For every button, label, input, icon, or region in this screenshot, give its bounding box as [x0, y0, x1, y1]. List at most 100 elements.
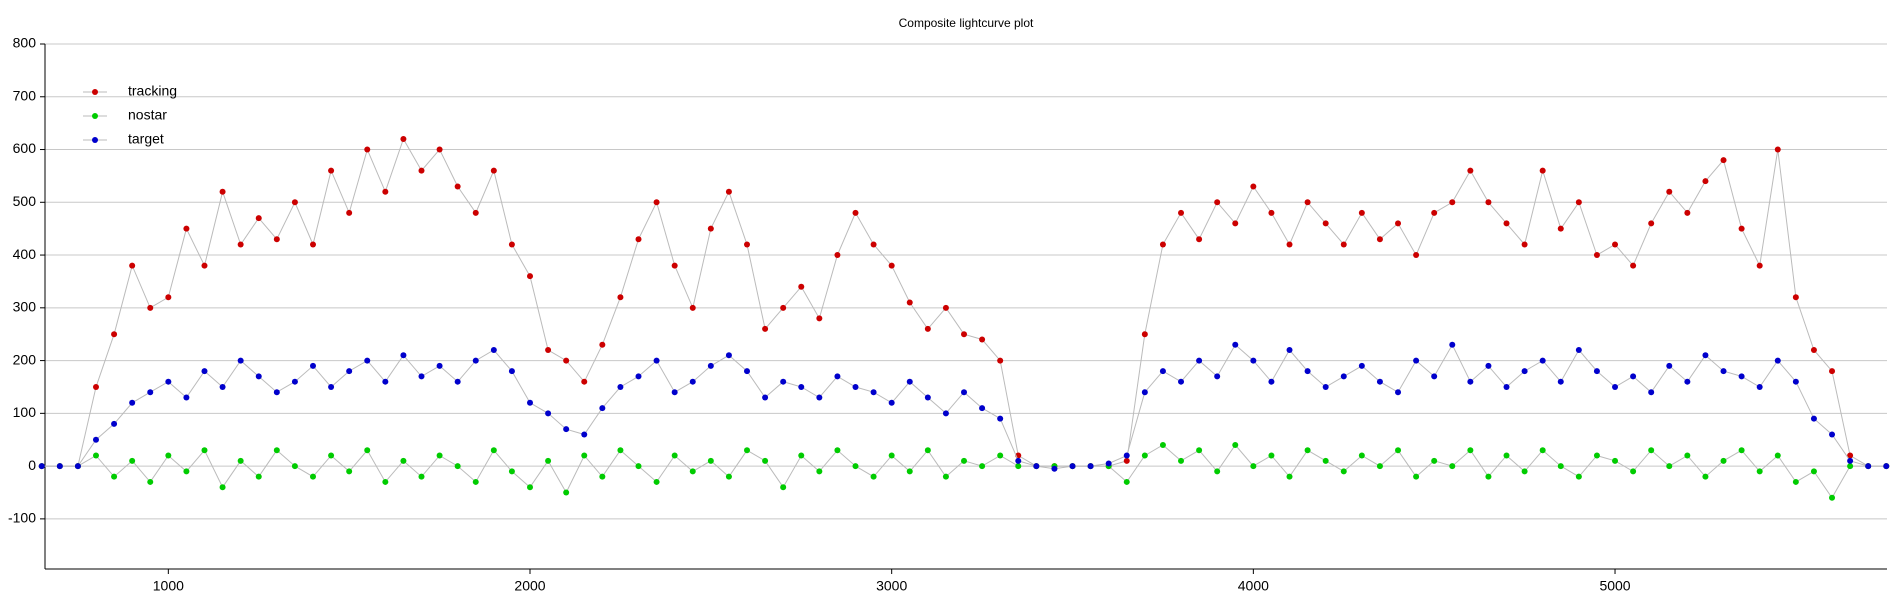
- point: [129, 262, 136, 269]
- point: [762, 325, 769, 332]
- point: [852, 209, 859, 216]
- legend-label: tracking: [128, 83, 177, 99]
- point: [870, 241, 877, 248]
- point: [563, 357, 570, 364]
- point: [798, 283, 805, 290]
- point: [1304, 447, 1311, 454]
- point: [1666, 362, 1673, 369]
- point: [1286, 241, 1293, 248]
- point: [1268, 209, 1275, 216]
- point: [1322, 220, 1329, 227]
- point: [816, 394, 823, 401]
- legend-marker: [92, 137, 98, 143]
- point: [147, 389, 154, 396]
- point: [780, 378, 787, 385]
- x-tick-label: 4000: [1238, 578, 1269, 594]
- point: [111, 420, 118, 427]
- point: [1702, 473, 1709, 480]
- y-tick-label: 500: [13, 193, 37, 209]
- point: [490, 447, 497, 454]
- point: [201, 262, 208, 269]
- point: [1774, 357, 1781, 364]
- point: [1449, 463, 1456, 470]
- point: [725, 188, 732, 195]
- point: [1395, 220, 1402, 227]
- point: [1449, 341, 1456, 348]
- point: [1539, 357, 1546, 364]
- point: [1105, 460, 1112, 467]
- point: [1756, 383, 1763, 390]
- point: [1123, 478, 1130, 485]
- point: [1593, 452, 1600, 459]
- point: [599, 405, 606, 412]
- point: [1648, 220, 1655, 227]
- point: [942, 304, 949, 311]
- point: [454, 463, 461, 470]
- point: [1702, 178, 1709, 185]
- point: [418, 373, 425, 380]
- point: [635, 373, 642, 380]
- point: [961, 331, 968, 338]
- point: [129, 457, 136, 464]
- point: [1847, 457, 1854, 464]
- point: [1467, 378, 1474, 385]
- point: [1340, 468, 1347, 475]
- point: [1250, 357, 1257, 364]
- point: [834, 447, 841, 454]
- y-tick-label: -100: [8, 510, 36, 526]
- point: [1431, 373, 1438, 380]
- point: [201, 368, 208, 375]
- point: [1268, 378, 1275, 385]
- point: [1196, 447, 1203, 454]
- point: [924, 325, 931, 332]
- point: [1630, 468, 1637, 475]
- point: [1250, 463, 1257, 470]
- point: [454, 183, 461, 190]
- point: [599, 473, 606, 480]
- point: [1503, 452, 1510, 459]
- point: [906, 378, 913, 385]
- point: [1286, 347, 1293, 354]
- point: [798, 383, 805, 390]
- point: [400, 457, 407, 464]
- chart-title: Composite lightcurve plot: [899, 16, 1034, 30]
- point: [617, 294, 624, 301]
- x-tick-label: 1000: [153, 578, 184, 594]
- point: [255, 373, 262, 380]
- y-tick-label: 0: [28, 457, 36, 473]
- point: [1720, 368, 1727, 375]
- point: [689, 304, 696, 311]
- point: [1141, 331, 1148, 338]
- x-tick-label: 2000: [514, 578, 545, 594]
- point: [653, 199, 660, 206]
- point: [1521, 468, 1528, 475]
- point: [581, 378, 588, 385]
- point: [418, 473, 425, 480]
- point: [1702, 352, 1709, 359]
- point: [1720, 457, 1727, 464]
- point: [1123, 452, 1130, 459]
- point: [1250, 183, 1257, 190]
- point: [364, 447, 371, 454]
- point: [762, 457, 769, 464]
- point: [1792, 478, 1799, 485]
- point: [508, 368, 515, 375]
- point: [201, 447, 208, 454]
- point: [129, 399, 136, 406]
- point: [617, 383, 624, 390]
- point: [1141, 452, 1148, 459]
- point: [527, 273, 534, 280]
- y-tick-label: 300: [13, 299, 37, 315]
- point: [888, 399, 895, 406]
- point: [725, 352, 732, 359]
- point: [1539, 447, 1546, 454]
- point: [1485, 473, 1492, 480]
- point: [1015, 457, 1022, 464]
- point: [1684, 209, 1691, 216]
- point: [1413, 473, 1420, 480]
- point: [997, 415, 1004, 422]
- point: [346, 209, 353, 216]
- point: [997, 452, 1004, 459]
- point: [1774, 452, 1781, 459]
- point: [1539, 167, 1546, 174]
